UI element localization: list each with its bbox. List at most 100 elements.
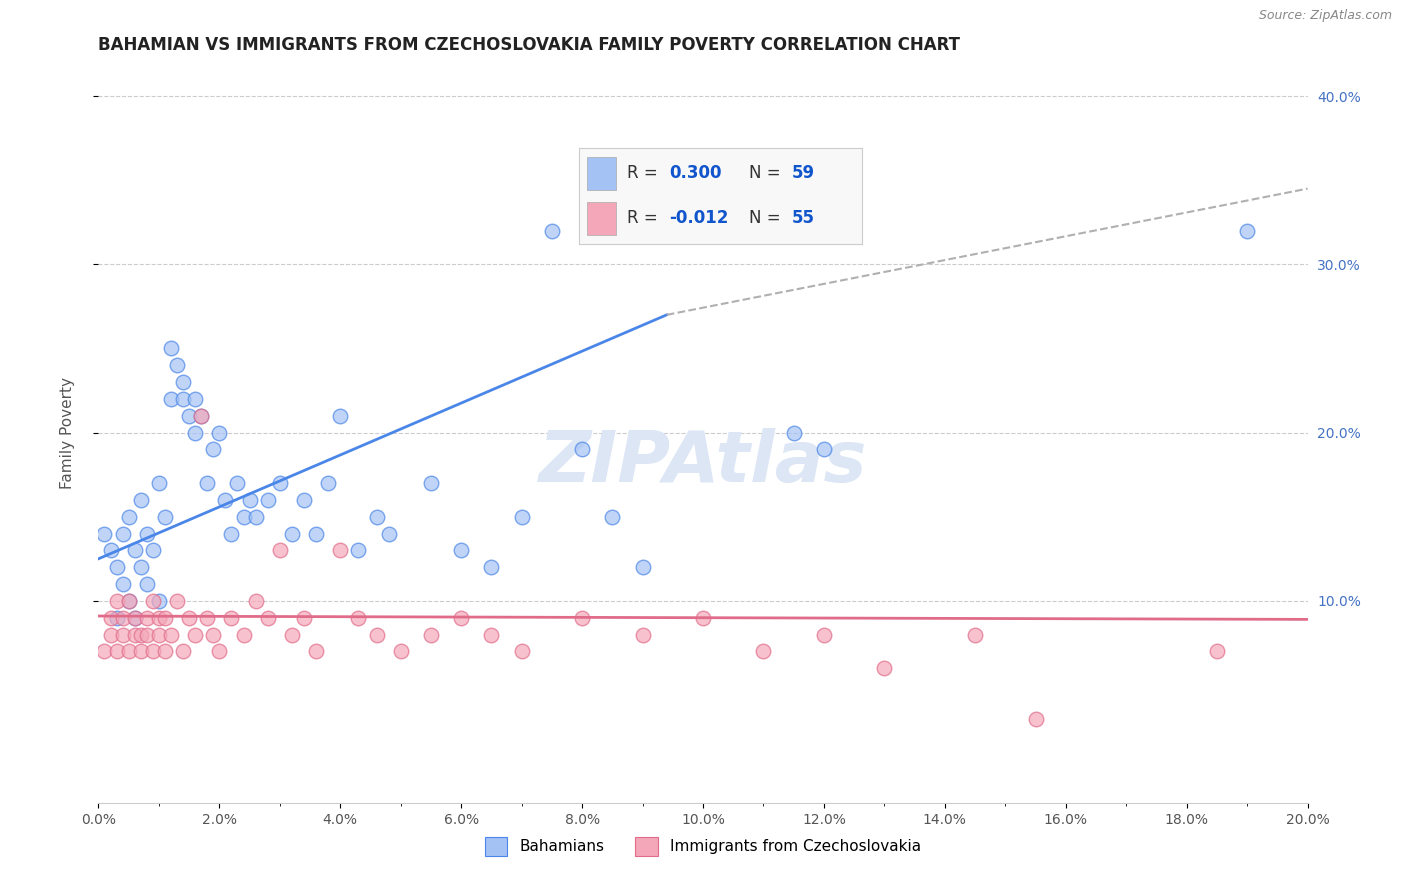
FancyBboxPatch shape bbox=[588, 157, 616, 190]
Point bbox=[153, 610, 176, 624]
Point bbox=[202, 627, 225, 641]
Point bbox=[239, 492, 262, 507]
Text: ZIPAtlas: ZIPAtlas bbox=[538, 428, 868, 497]
FancyBboxPatch shape bbox=[588, 202, 616, 235]
Point bbox=[281, 526, 304, 541]
Point bbox=[118, 644, 141, 658]
Point bbox=[172, 644, 194, 658]
Point bbox=[179, 610, 201, 624]
Point bbox=[172, 392, 194, 406]
Point bbox=[813, 442, 835, 457]
Text: 0.300: 0.300 bbox=[669, 164, 723, 182]
Point bbox=[105, 594, 128, 608]
Point bbox=[153, 644, 176, 658]
Point bbox=[1024, 712, 1046, 726]
Point bbox=[329, 543, 352, 558]
Point bbox=[160, 392, 183, 406]
Point bbox=[135, 526, 157, 541]
Point bbox=[129, 560, 152, 574]
Point bbox=[1236, 224, 1258, 238]
Point bbox=[111, 526, 134, 541]
Point bbox=[208, 644, 231, 658]
Point bbox=[305, 526, 328, 541]
Point bbox=[166, 594, 188, 608]
Point bbox=[226, 476, 249, 491]
Point bbox=[202, 442, 225, 457]
Point bbox=[172, 375, 194, 389]
Point bbox=[124, 543, 146, 558]
Point bbox=[129, 492, 152, 507]
Point bbox=[245, 509, 267, 524]
Point bbox=[135, 610, 157, 624]
Point bbox=[129, 627, 152, 641]
Point bbox=[208, 425, 231, 440]
Point bbox=[571, 610, 593, 624]
Point bbox=[571, 442, 593, 457]
Point bbox=[105, 644, 128, 658]
Point bbox=[148, 476, 170, 491]
Point bbox=[93, 644, 115, 658]
Point bbox=[190, 409, 212, 423]
Text: 59: 59 bbox=[792, 164, 814, 182]
Point bbox=[481, 560, 503, 574]
Point bbox=[510, 644, 533, 658]
Point bbox=[510, 509, 533, 524]
Text: N =: N = bbox=[749, 210, 780, 227]
Point bbox=[305, 644, 328, 658]
Point bbox=[148, 594, 170, 608]
Point bbox=[195, 476, 218, 491]
Point bbox=[135, 627, 157, 641]
Point bbox=[184, 392, 207, 406]
Point bbox=[111, 577, 134, 591]
Point bbox=[481, 627, 503, 641]
Point bbox=[347, 610, 370, 624]
Text: N =: N = bbox=[749, 164, 780, 182]
Point bbox=[214, 492, 236, 507]
Point bbox=[118, 509, 141, 524]
Point bbox=[195, 610, 218, 624]
Point bbox=[281, 627, 304, 641]
Legend: Bahamians, Immigrants from Czechoslovakia: Bahamians, Immigrants from Czechoslovaki… bbox=[478, 831, 928, 862]
Point bbox=[184, 627, 207, 641]
Point bbox=[256, 610, 278, 624]
Point bbox=[142, 594, 165, 608]
Point bbox=[135, 577, 157, 591]
Point bbox=[221, 526, 243, 541]
Point bbox=[366, 627, 388, 641]
Point bbox=[540, 224, 562, 238]
Point bbox=[166, 359, 188, 373]
Point bbox=[269, 543, 291, 558]
Point bbox=[245, 594, 267, 608]
Point bbox=[160, 342, 183, 356]
Point bbox=[366, 509, 388, 524]
Point bbox=[160, 627, 183, 641]
Point bbox=[420, 476, 443, 491]
Point bbox=[129, 644, 152, 658]
Text: Source: ZipAtlas.com: Source: ZipAtlas.com bbox=[1258, 9, 1392, 22]
Point bbox=[190, 409, 212, 423]
Point bbox=[179, 409, 201, 423]
Point bbox=[692, 610, 714, 624]
Point bbox=[292, 610, 315, 624]
Point bbox=[965, 627, 987, 641]
Point bbox=[347, 543, 370, 558]
Point bbox=[450, 543, 472, 558]
Point bbox=[420, 627, 443, 641]
Point bbox=[256, 492, 278, 507]
Point bbox=[221, 610, 243, 624]
Point bbox=[111, 610, 134, 624]
Point bbox=[142, 543, 165, 558]
Point bbox=[661, 207, 683, 221]
Point bbox=[692, 224, 714, 238]
Point bbox=[118, 594, 141, 608]
Point bbox=[105, 610, 128, 624]
Point bbox=[111, 627, 134, 641]
Point bbox=[1206, 644, 1229, 658]
Point bbox=[329, 409, 352, 423]
Point bbox=[316, 476, 339, 491]
Point bbox=[631, 627, 654, 641]
Point bbox=[389, 644, 412, 658]
Point bbox=[100, 543, 122, 558]
Point bbox=[153, 509, 176, 524]
Y-axis label: Family Poverty: Family Poverty bbox=[60, 376, 75, 489]
